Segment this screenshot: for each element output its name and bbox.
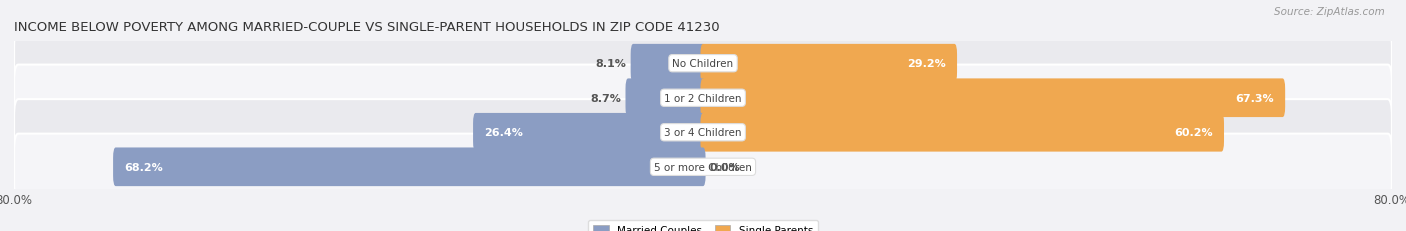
Text: 68.2%: 68.2%	[124, 162, 163, 172]
FancyBboxPatch shape	[14, 31, 1392, 97]
FancyBboxPatch shape	[700, 45, 957, 83]
FancyBboxPatch shape	[626, 79, 706, 118]
Text: 8.7%: 8.7%	[591, 93, 621, 103]
Text: 29.2%: 29.2%	[907, 59, 946, 69]
FancyBboxPatch shape	[631, 45, 706, 83]
FancyBboxPatch shape	[14, 100, 1392, 166]
Text: No Children: No Children	[672, 59, 734, 69]
Text: 1 or 2 Children: 1 or 2 Children	[664, 93, 742, 103]
Text: 5 or more Children: 5 or more Children	[654, 162, 752, 172]
Text: 3 or 4 Children: 3 or 4 Children	[664, 128, 742, 138]
FancyBboxPatch shape	[14, 65, 1392, 131]
Text: 0.0%: 0.0%	[710, 162, 741, 172]
Text: 8.1%: 8.1%	[596, 59, 626, 69]
Text: 26.4%: 26.4%	[484, 128, 523, 138]
Text: INCOME BELOW POVERTY AMONG MARRIED-COUPLE VS SINGLE-PARENT HOUSEHOLDS IN ZIP COD: INCOME BELOW POVERTY AMONG MARRIED-COUPL…	[14, 21, 720, 33]
Text: 67.3%: 67.3%	[1236, 93, 1274, 103]
Text: 60.2%: 60.2%	[1174, 128, 1213, 138]
Legend: Married Couples, Single Parents: Married Couples, Single Parents	[588, 220, 818, 231]
FancyBboxPatch shape	[700, 113, 1225, 152]
FancyBboxPatch shape	[472, 113, 706, 152]
FancyBboxPatch shape	[700, 79, 1285, 118]
FancyBboxPatch shape	[14, 134, 1392, 200]
FancyBboxPatch shape	[112, 148, 706, 186]
Text: Source: ZipAtlas.com: Source: ZipAtlas.com	[1274, 7, 1385, 17]
